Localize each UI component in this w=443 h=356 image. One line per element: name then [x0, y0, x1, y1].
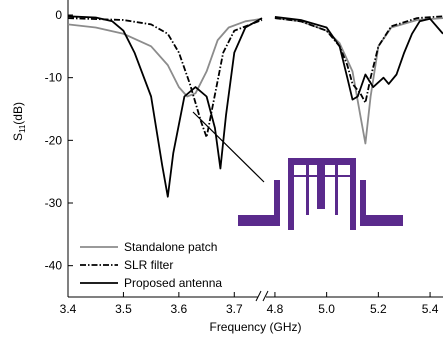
x-tick-label: 4.8 — [267, 302, 284, 316]
x-tick-label: 5.0 — [318, 302, 335, 316]
y-tick-label: 0 — [55, 8, 62, 22]
x-tick-label: 5.2 — [370, 302, 387, 316]
y-tick-label: -10 — [45, 71, 63, 85]
series-line-3-seg2 — [274, 16, 443, 101]
slr-filter-inset — [192, 111, 403, 230]
slr-filter-layout-icon — [238, 158, 403, 230]
plot-frame — [67, 0, 443, 298]
x-tick-label: 3.6 — [171, 302, 188, 316]
y-axis-title-main: S — [11, 133, 25, 141]
axis-layer: 0 -10 -20 -30 -40 3.4 3.5 3.6 3.7 4.8 5.0 5.2 5.4 — [45, 8, 439, 316]
y-axis-title: S11(dB) — [11, 102, 27, 141]
series-line-2-seg1 — [67, 17, 263, 139]
legend-label-3: Proposed antenna — [124, 276, 222, 290]
series-line-1-seg1 — [67, 17, 263, 98]
axis-break-mark — [255, 290, 269, 302]
x-tick-label: 3.5 — [115, 302, 132, 316]
x-tick-label: 3.7 — [226, 302, 243, 316]
y-axis-title-unit: (dB) — [11, 102, 25, 125]
x-tick-label: 5.4 — [422, 302, 439, 316]
pointer-line — [192, 111, 265, 183]
x-tick-label: 3.4 — [60, 302, 77, 316]
y-tick-label: -30 — [45, 196, 63, 210]
series-line-3-seg1 — [67, 15, 263, 198]
y-tick-label: -20 — [45, 133, 63, 147]
series-layer — [67, 15, 443, 198]
x-axis-title: Frequency (GHz) — [209, 320, 301, 334]
legend-label-2: SLR filter — [124, 258, 173, 272]
legend: Standalone patch SLR filter Proposed anten… — [80, 240, 222, 290]
series-line-1-seg2 — [274, 17, 443, 145]
series-line-2-seg2 — [274, 15, 443, 104]
legend-label-1: Standalone patch — [124, 240, 217, 254]
y-tick-label: -40 — [45, 259, 63, 273]
y-axis-title-sub: 11 — [18, 124, 27, 133]
